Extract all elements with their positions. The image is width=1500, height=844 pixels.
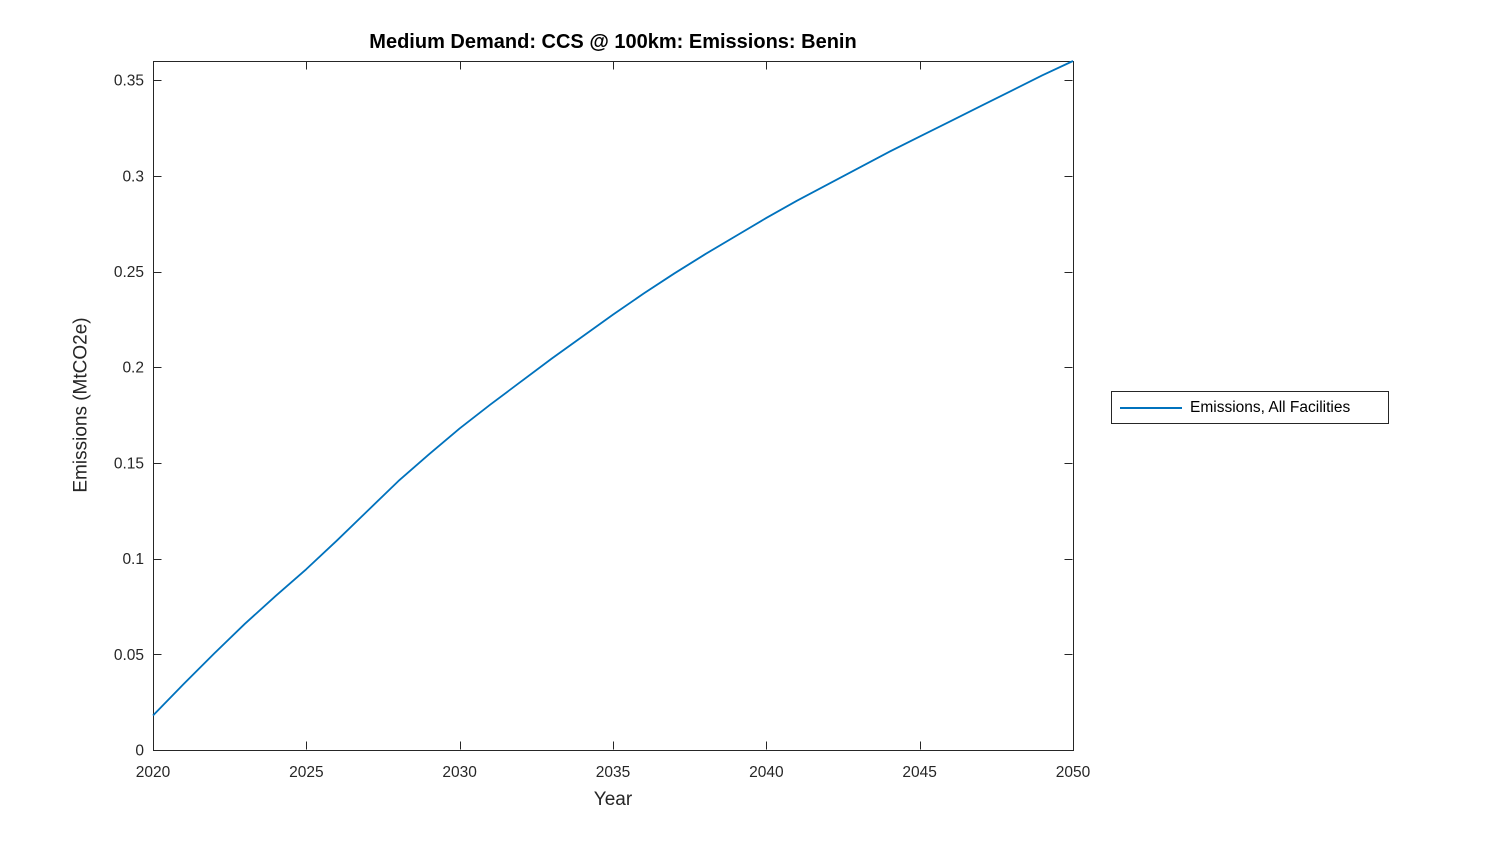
axes-box xyxy=(153,61,1074,751)
x-tick-label: 2025 xyxy=(289,764,323,781)
y-tick-label: 0.3 xyxy=(122,168,144,185)
emissions-line xyxy=(152,60,1074,717)
legend-label: Emissions, All Facilities xyxy=(1190,398,1351,416)
x-axis-label: Year xyxy=(593,789,633,810)
legend-line-swatch xyxy=(1120,406,1182,409)
x-tick-label: 2020 xyxy=(136,764,171,781)
y-tick-label: 0.35 xyxy=(114,73,144,90)
y-tick-label: 0.1 xyxy=(122,551,144,568)
y-tick-label: 0.25 xyxy=(114,264,144,281)
y-tick-label: 0.05 xyxy=(114,647,144,664)
legend: Emissions, All Facilities xyxy=(1111,391,1389,424)
y-tick-label: 0.2 xyxy=(122,360,144,377)
x-tick-label: 2050 xyxy=(1056,764,1091,781)
y-tick-label: 0 xyxy=(135,743,144,760)
y-tick-label: 0.15 xyxy=(114,455,144,472)
x-tick-label: 2035 xyxy=(596,764,630,781)
x-tick-label: 2030 xyxy=(442,764,477,781)
y-axis-label: Emissions (MtCO2e) xyxy=(70,317,92,493)
chart-title: Medium Demand: CCS @ 100km: Emissions: B… xyxy=(369,31,857,53)
x-tick-label: 2045 xyxy=(902,764,936,781)
x-tick-label: 2040 xyxy=(749,764,784,781)
